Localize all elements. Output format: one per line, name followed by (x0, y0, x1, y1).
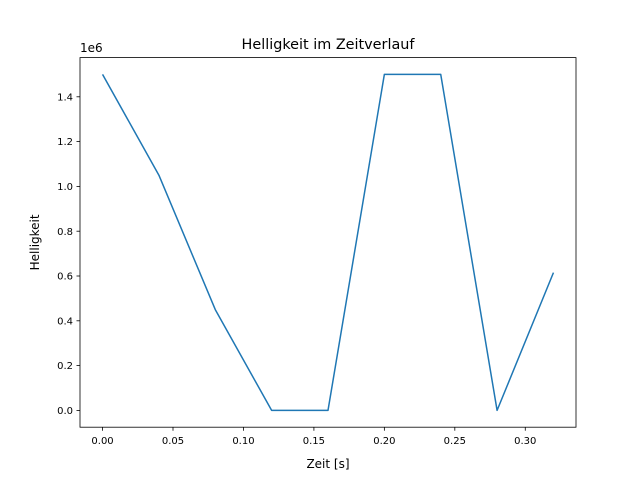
plot-area (80, 57, 576, 428)
x-tick-label: 0.15 (303, 436, 325, 447)
y-tick-label: 0.2 (57, 361, 73, 372)
series-line (101, 73, 555, 412)
y-tick-label: 1.0 (57, 182, 73, 193)
x-tick-label: 0.05 (162, 436, 184, 447)
x-tick-label: 0.00 (91, 436, 113, 447)
x-tick-label: 0.30 (514, 436, 536, 447)
x-tick-label: 0.25 (444, 436, 466, 447)
chart-title: Helligkeit im Zeitverlauf (242, 37, 416, 53)
x-axis-label: Zeit [s] (306, 457, 349, 471)
y-tick-label: 0.4 (57, 316, 73, 327)
y-tick-label: 0.8 (57, 227, 73, 238)
x-tick-label: 0.20 (373, 436, 395, 447)
y-tick-label: 1.4 (57, 92, 73, 103)
y-axis-label: Helligkeit (28, 214, 42, 270)
axes-frame (79, 57, 577, 428)
y-offset-label: 1e6 (80, 41, 103, 55)
y-tick-label: 1.2 (57, 137, 73, 148)
x-tick-label: 0.10 (232, 436, 254, 447)
y-tick-label: 0.0 (57, 406, 73, 417)
y-tick-label: 0.6 (57, 272, 73, 283)
